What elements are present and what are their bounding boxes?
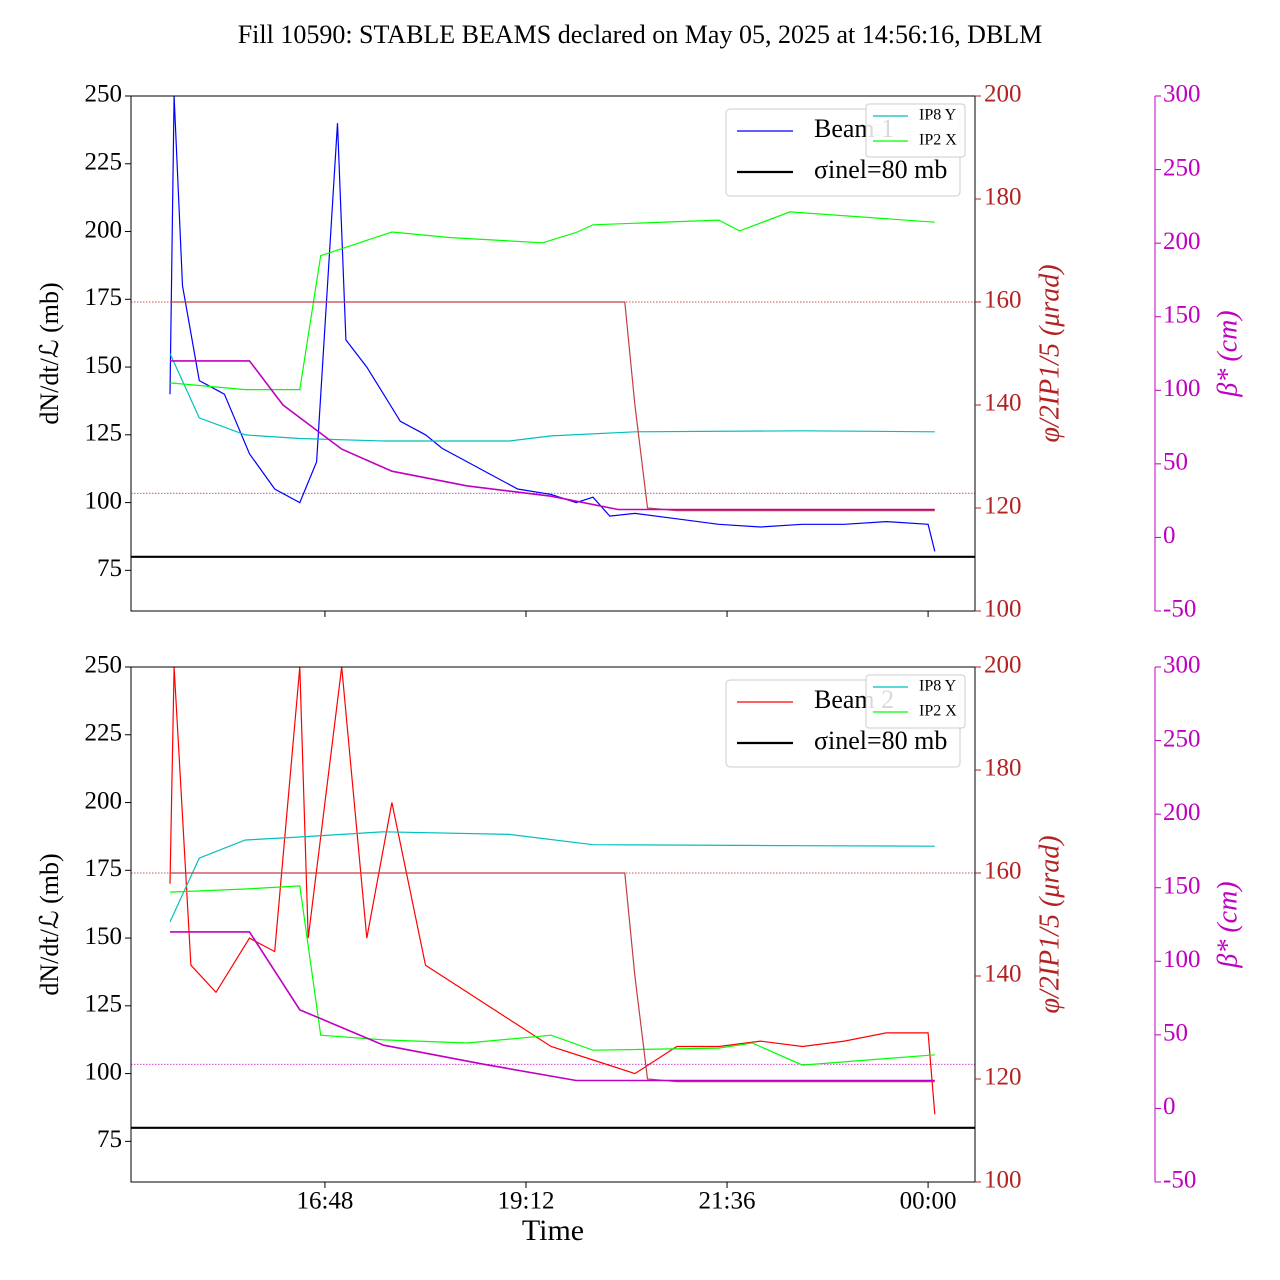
series-line — [170, 931, 935, 1082]
legend-box — [865, 674, 966, 729]
y2-axis-label: φ/2IP1/5 (μrad) — [1034, 835, 1065, 1013]
y-tick-label: 175 — [85, 284, 123, 311]
y-tick-label: 200 — [85, 216, 123, 243]
y2-tick-label: 180 — [984, 755, 1022, 782]
y3-tick-label: 100 — [1163, 946, 1201, 973]
y2-axis-label: φ/2IP1/5 (μrad) — [1034, 264, 1065, 442]
plot-area — [131, 667, 975, 1129]
legend-label: σinel=80 mb — [814, 726, 947, 755]
x-tick-label: 16:48 — [296, 1188, 353, 1215]
legend-box — [865, 103, 966, 158]
legend-label: σinel=80 mb — [814, 155, 947, 184]
legend-label: IP2 X — [919, 132, 957, 149]
series-line — [169, 96, 936, 552]
y3-tick-label: 300 — [1163, 81, 1201, 108]
y2-tick-label: 140 — [984, 961, 1022, 988]
y2-tick-label: 200 — [984, 652, 1022, 679]
series-line — [170, 301, 935, 512]
y2-tick-label: 140 — [984, 390, 1022, 417]
y3-tick-label: 300 — [1163, 652, 1201, 679]
y-axis-label: dN/dt/ℒ (mb) — [35, 282, 64, 424]
y3-tick-label: 50 — [1163, 1020, 1188, 1047]
y3-tick-label: 0 — [1163, 1093, 1176, 1120]
y2-tick-label: 160 — [984, 287, 1022, 314]
series-line — [169, 667, 936, 1115]
y3-axis-label: β* (cm) — [1212, 310, 1243, 397]
y3-tick-label: 100 — [1163, 375, 1201, 402]
y3-tick-label: 150 — [1163, 301, 1201, 328]
y3-tick-label: 0 — [1163, 522, 1176, 549]
y3-tick-label: -50 — [1163, 1167, 1196, 1194]
series-line — [169, 831, 935, 923]
y2-tick-label: 100 — [984, 1167, 1022, 1194]
y-tick-label: 200 — [85, 787, 123, 814]
y-tick-label: 125 — [85, 991, 123, 1018]
y3-tick-label: 250 — [1163, 725, 1201, 752]
y2-tick-label: 160 — [984, 858, 1022, 885]
x-tick-label: 19:12 — [498, 1188, 555, 1215]
plot-frame — [130, 666, 976, 1183]
series-line — [169, 211, 935, 391]
plot-frame — [130, 95, 976, 612]
y2-tick-label: 100 — [984, 596, 1022, 623]
y-tick-label: 150 — [85, 923, 123, 950]
y-tick-label: 175 — [85, 855, 123, 882]
legend-label: IP2 X — [919, 703, 957, 720]
y-axis-label: dN/dt/ℒ (mb) — [35, 853, 64, 995]
y-tick-label: 100 — [85, 1058, 123, 1085]
y2-tick-label: 200 — [984, 81, 1022, 108]
legend-label: IP8 Y — [919, 107, 957, 124]
y2-tick-label: 120 — [984, 1064, 1022, 1091]
y2-tick-label: 120 — [984, 493, 1022, 520]
x-tick-label: 00:00 — [900, 1188, 957, 1215]
y3-tick-label: 250 — [1163, 154, 1201, 181]
y3-tick-label: 150 — [1163, 872, 1201, 899]
y-tick-label: 250 — [85, 81, 123, 108]
figure-title: Fill 10590: STABLE BEAMS declared on May… — [238, 20, 1043, 49]
y3-tick-label: 50 — [1163, 449, 1188, 476]
y-tick-label: 150 — [85, 352, 123, 379]
y-tick-label: 225 — [85, 719, 123, 746]
y2-tick-label: 180 — [984, 184, 1022, 211]
y-tick-label: 75 — [97, 1126, 122, 1153]
series-line — [170, 872, 935, 1083]
y3-axis-label: β* (cm) — [1212, 881, 1243, 968]
legend-label: IP8 Y — [919, 678, 957, 695]
y-tick-label: 225 — [85, 148, 123, 175]
y-tick-label: 100 — [85, 487, 123, 514]
y3-tick-label: -50 — [1163, 596, 1196, 623]
series-line — [170, 360, 935, 511]
y-tick-label: 75 — [97, 555, 122, 582]
x-tick-label: 21:36 — [699, 1188, 756, 1215]
y3-tick-label: 200 — [1163, 228, 1201, 255]
series-line — [169, 353, 935, 442]
y-tick-label: 250 — [85, 652, 123, 679]
x-axis-label: Time — [522, 1214, 584, 1247]
plot-area — [131, 96, 975, 558]
series-line — [169, 885, 935, 1066]
y-tick-label: 125 — [85, 420, 123, 447]
y3-tick-label: 200 — [1163, 799, 1201, 826]
